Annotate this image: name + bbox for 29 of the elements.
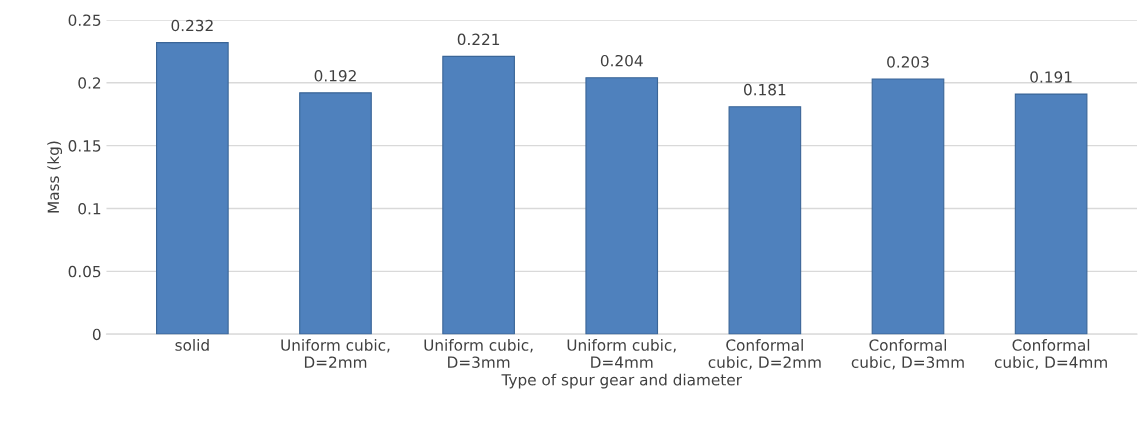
y-tick-label: 0.15 [68, 140, 101, 152]
y-tick-label: 0.2 [78, 77, 101, 89]
y-tick-label: 0.25 [68, 14, 101, 26]
x-tick-label: Conformal cubic, D=2mm [708, 339, 821, 370]
bar [442, 55, 515, 335]
data-label: 0.204 [600, 54, 643, 67]
x-tick-label: Conformal cubic, D=4mm [994, 339, 1107, 370]
data-label: 0.203 [887, 56, 929, 68]
data-label: 0.191 [1030, 71, 1072, 83]
x-tick-label: Conformal cubic, D=3mm [851, 339, 964, 370]
x-tick-label: Uniform cubic, D=2mm [281, 339, 390, 368]
bar [585, 77, 659, 335]
data-label: 0.192 [314, 70, 356, 82]
x-tick-label: solid [175, 339, 209, 351]
bar [871, 78, 945, 335]
bar [156, 42, 229, 335]
data-label: 0.181 [744, 83, 786, 96]
bar [1014, 93, 1088, 335]
data-label: 0.221 [457, 33, 500, 46]
y-tick-label: 0.1 [78, 202, 101, 215]
bar [299, 92, 372, 335]
y-axis-title: Mass (kg) [47, 141, 63, 213]
y-tick-label: 0.05 [68, 265, 101, 278]
y-tick-label: 0 [92, 328, 101, 341]
bar [728, 106, 802, 335]
x-tick-label: Uniform cubic, D=3mm [424, 339, 533, 368]
x-tick-label: Uniform cubic, D=4mm [567, 339, 676, 368]
x-axis-title: Type of spur gear and diameter [501, 373, 742, 389]
data-label: 0.232 [171, 19, 213, 32]
